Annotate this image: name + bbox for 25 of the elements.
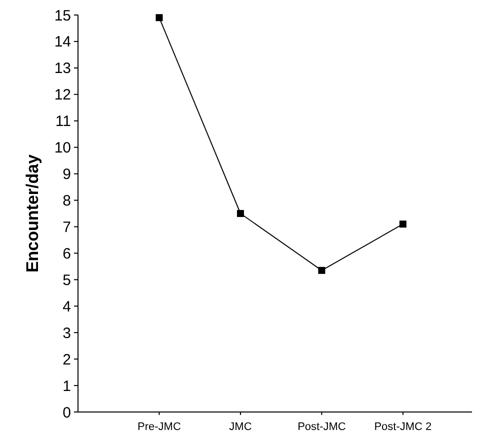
point (156, 14, 163, 22)
point (318, 266, 326, 274)
y-tick-label: 15 (54, 7, 71, 24)
point (399, 220, 406, 228)
y-tick-label: 2 (62, 351, 71, 368)
y-tick-label: 12 (54, 86, 71, 104)
y-tick-label: 0 (62, 404, 71, 422)
y-tick-label: 13 (54, 60, 71, 78)
x-tick-label: JMC (229, 421, 252, 433)
y-tick-label: 6 (62, 245, 71, 262)
point (236, 210, 244, 217)
y-tick-label: 5 (62, 272, 71, 289)
x-tick-label: Pre-JMC (138, 421, 181, 433)
x-tick-label: Post-JMC 2 (374, 421, 432, 433)
y-tick-label: 11 (55, 113, 71, 130)
y-tick-label: 14 (54, 34, 71, 51)
y-axis-title: Encounter/day (23, 154, 42, 273)
x-tick-label: Post-JMC (298, 421, 346, 433)
y-tick-label: 8 (62, 192, 71, 210)
y-tick-label: 9 (62, 166, 71, 184)
y-tick-label: 4 (62, 298, 71, 316)
y-tick-label: 1 (62, 378, 71, 395)
y-tick-label: 10 (54, 140, 71, 157)
y-tick-label: 7 (62, 218, 71, 236)
y-tick-label: 3 (62, 324, 71, 342)
